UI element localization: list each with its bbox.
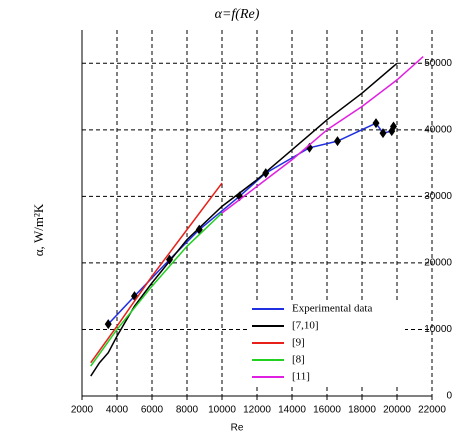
y-axis-label: α, W/m²K bbox=[31, 203, 46, 256]
data-point bbox=[334, 136, 341, 147]
x-tick-label: 22000 bbox=[418, 405, 446, 416]
y-tick-label: 30000 bbox=[424, 191, 452, 202]
x-tick-label: 8000 bbox=[176, 405, 199, 416]
x-tick-label: 14000 bbox=[278, 405, 306, 416]
legend-label: Experimental data bbox=[292, 303, 372, 315]
y-tick-label: 50000 bbox=[424, 58, 452, 69]
data-point bbox=[306, 142, 313, 153]
x-tick-label: 4000 bbox=[106, 405, 129, 416]
series-line bbox=[90, 212, 223, 367]
x-tick-label: 2000 bbox=[71, 405, 94, 416]
series-line bbox=[90, 182, 223, 364]
x-axis-label: Re bbox=[231, 423, 244, 434]
x-tick-label: 18000 bbox=[348, 405, 376, 416]
series-line bbox=[90, 62, 398, 377]
data-point bbox=[104, 319, 112, 330]
x-tick-label: 20000 bbox=[383, 405, 411, 416]
data-point bbox=[390, 121, 397, 132]
x-tick-label: 12000 bbox=[243, 405, 271, 416]
data-point bbox=[379, 128, 387, 139]
x-tick-label: 16000 bbox=[313, 405, 341, 416]
y-tick-label: 40000 bbox=[424, 124, 452, 135]
x-tick-label: 10000 bbox=[208, 405, 236, 416]
chart-title: α=f(Re) bbox=[215, 7, 260, 22]
data-point bbox=[166, 254, 173, 265]
y-tick-label: 10000 bbox=[424, 324, 452, 335]
series-line bbox=[221, 56, 424, 214]
x-tick-label: 6000 bbox=[141, 405, 164, 416]
y-tick-label: 0 bbox=[446, 391, 452, 402]
series-line bbox=[107, 122, 395, 325]
legend-label: [9] bbox=[292, 337, 305, 349]
legend-label: [8] bbox=[292, 354, 305, 366]
y-tick-label: 20000 bbox=[424, 258, 452, 269]
legend-label: [7,10] bbox=[292, 320, 319, 332]
legend-label: [11] bbox=[292, 371, 310, 383]
data-point bbox=[372, 118, 380, 129]
